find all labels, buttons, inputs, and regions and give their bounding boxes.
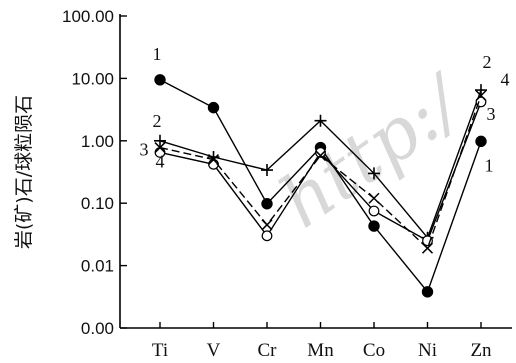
series-label: 4: [501, 70, 510, 90]
series-label: 1: [153, 44, 162, 64]
data-point: [368, 220, 380, 232]
data-point: [207, 101, 220, 114]
x-tick-label: Ti: [152, 340, 168, 361]
data-point: [261, 198, 273, 210]
y-tick-label: 10.00: [71, 69, 114, 88]
y-tick-label: 0.01: [81, 257, 114, 276]
y-tick-label: 100.00: [62, 7, 114, 26]
y-tick-label: 0.10: [81, 194, 114, 213]
series-label: 3: [487, 104, 496, 124]
data-point: [314, 150, 327, 162]
series-label: 2: [483, 52, 492, 72]
series-label: 3: [140, 139, 149, 159]
x-tick-label: Cr: [258, 340, 278, 361]
y-tick-label: 1.00: [81, 132, 114, 151]
y-axis-title: 岩(矿)石/球粒陨石: [13, 95, 35, 249]
data-point: [154, 134, 166, 147]
data-point: [368, 167, 380, 180]
x-tick-label: V: [207, 340, 221, 361]
data-point: [207, 154, 220, 166]
data-point: [475, 90, 487, 102]
data-point: [421, 286, 434, 298]
data-point: [315, 147, 326, 158]
series-label: 2: [153, 111, 162, 131]
data-point: [314, 114, 327, 127]
x-tick-label: Mn: [307, 340, 334, 361]
data-point: [368, 205, 380, 217]
data-point: [261, 230, 273, 242]
data-point: [154, 142, 166, 154]
series-label: 4: [156, 152, 165, 172]
data-point: [475, 135, 487, 148]
data-point: [368, 192, 380, 204]
data-point: [154, 74, 166, 86]
data-point: [475, 84, 487, 97]
data-point: [261, 219, 273, 231]
y-tick-label: 0.00: [81, 319, 114, 338]
data-point: [421, 242, 434, 254]
x-tick-label: Zn: [470, 340, 492, 361]
data-point: [261, 164, 273, 177]
series-label: 1: [485, 155, 494, 175]
x-tick-label: Ni: [418, 340, 437, 361]
x-tick-label: Co: [363, 340, 385, 361]
